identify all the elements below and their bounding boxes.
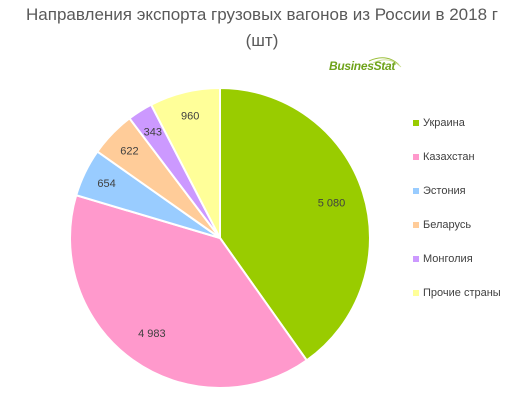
slice-value-label: 343 — [144, 126, 162, 138]
legend-swatch — [413, 120, 419, 126]
legend-swatch — [413, 222, 419, 228]
chart-title: Направления экспорта грузовых вагонов из… — [0, 2, 524, 54]
slice-value-label: 5 080 — [318, 198, 346, 210]
chart-title-line2: (шт) — [245, 31, 279, 50]
legend-label: Эстония — [423, 185, 466, 197]
legend-label: Прочие страны — [423, 287, 501, 299]
slice-value-label: 4 983 — [138, 328, 166, 340]
pie-slice-5 — [149, 86, 221, 239]
legend-label: Украина — [423, 117, 465, 129]
legend-label: Монголия — [423, 253, 473, 265]
slice-value-label: 622 — [120, 145, 138, 157]
legend-swatch — [413, 188, 419, 194]
legend-swatch — [413, 256, 419, 262]
slice-value-label: 654 — [97, 178, 115, 190]
legend-swatch — [413, 290, 419, 296]
businesstat-logo: BusinesStat — [329, 55, 409, 79]
logo-text: BusinesStat — [329, 59, 396, 73]
legend-swatch — [413, 154, 419, 160]
pie-slice-0 — [219, 86, 371, 362]
pie-slice-1 — [69, 194, 309, 389]
legend-label: Казахстан — [423, 151, 475, 163]
legend-label: Беларусь — [423, 219, 472, 231]
chart-title-line1: Направления экспорта грузовых вагонов из… — [26, 5, 498, 24]
slice-value-label: 960 — [181, 111, 199, 123]
logo-swoosh-icon — [368, 57, 402, 68]
